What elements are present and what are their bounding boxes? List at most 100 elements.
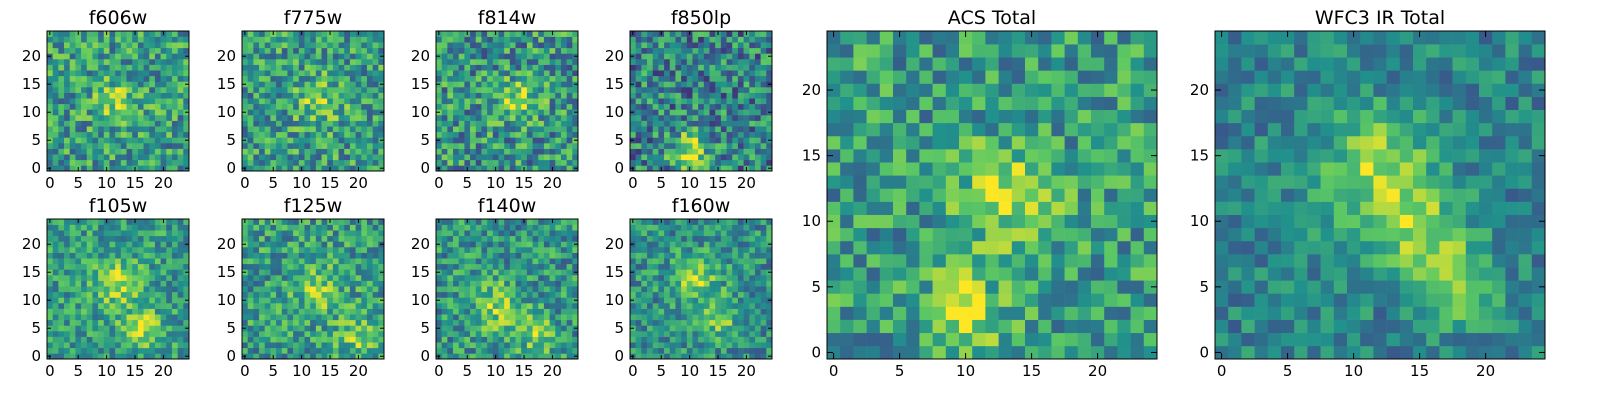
heatmap-cell (703, 87, 710, 93)
heatmap-cell (92, 314, 99, 321)
heatmap-cell (126, 42, 133, 49)
heatmap-cell (521, 103, 528, 110)
heatmap-cell (349, 230, 356, 237)
heatmap-cell (58, 219, 65, 225)
heatmap-cell (355, 291, 362, 298)
heatmap-cell (543, 286, 550, 293)
heatmap-cell (572, 103, 579, 110)
heatmap-cell (154, 353, 161, 360)
heatmap-cell (310, 230, 317, 237)
heatmap-cell (366, 252, 373, 259)
heatmap-cell (675, 347, 682, 354)
heatmap-cell (538, 241, 545, 248)
heatmap-cell (81, 87, 88, 93)
heatmap-cell (293, 297, 300, 304)
heatmap-cell (720, 131, 727, 138)
heatmap-cell (304, 159, 311, 166)
heatmap-cell (137, 342, 144, 349)
heatmap-cell (361, 347, 368, 354)
heatmap-cell (58, 235, 65, 242)
y-tick-label: 5 (31, 131, 41, 149)
heatmap-cell (538, 154, 545, 161)
heatmap-cell (149, 143, 156, 149)
heatmap-cell (177, 219, 184, 225)
heatmap-cell (703, 120, 710, 127)
heatmap-cell (766, 131, 773, 138)
heatmap-cell (652, 53, 659, 60)
heatmap-cell (344, 241, 351, 248)
heatmap-cell (86, 87, 93, 93)
heatmap-cell (526, 36, 533, 43)
heatmap-cell (183, 336, 190, 343)
heatmap-cell (310, 269, 317, 276)
heatmap-cell (555, 165, 562, 172)
heatmap-cell (58, 319, 65, 326)
heatmap-cell (692, 325, 699, 332)
heatmap-cell (743, 131, 750, 138)
heatmap-cell (715, 342, 722, 349)
heatmap-cell (538, 31, 545, 37)
heatmap-cell (315, 241, 322, 248)
heatmap-cell (498, 280, 505, 287)
y-tick-label: 10 (411, 291, 430, 309)
heatmap-cell (327, 308, 334, 315)
heatmap-cell (304, 47, 311, 54)
heatmap-cell (166, 159, 173, 166)
heatmap-cell (766, 286, 773, 293)
heatmap-cell (75, 159, 82, 166)
heatmap-cell (149, 336, 156, 343)
heatmap-cell (315, 148, 322, 155)
heatmap-cell (504, 103, 511, 110)
heatmap-cell (361, 219, 368, 225)
heatmap-cell (276, 131, 283, 138)
heatmap-cell (332, 98, 339, 105)
heatmap-cell (126, 115, 133, 121)
heatmap-cell (543, 115, 550, 121)
heatmap-cell (555, 98, 562, 105)
heatmap-cell (137, 92, 144, 99)
heatmap-cell (509, 235, 516, 242)
heatmap-cell (453, 126, 460, 133)
heatmap-cell (298, 159, 305, 166)
heatmap-cell (475, 109, 482, 116)
heatmap-cell (760, 92, 767, 99)
heatmap-cell (92, 92, 99, 99)
heatmap-cell (344, 87, 351, 93)
heatmap-cell (538, 148, 545, 155)
heatmap-cell (355, 92, 362, 99)
heatmap-cell (760, 297, 767, 304)
heatmap-cell (566, 275, 573, 281)
heatmap-cell (276, 109, 283, 116)
heatmap-cell (287, 241, 294, 248)
heatmap-cell (492, 325, 499, 332)
heatmap-cell (171, 347, 178, 354)
heatmap-cell (692, 314, 699, 321)
heatmap-cell (149, 120, 156, 127)
heatmap-cell (641, 159, 648, 166)
heatmap-cell (566, 98, 573, 105)
heatmap-cell (681, 70, 688, 77)
heatmap-cell (361, 252, 368, 259)
heatmap-cell (247, 120, 254, 127)
heatmap-cell (298, 36, 305, 43)
heatmap-cell (498, 314, 505, 321)
heatmap-cell (686, 325, 693, 332)
heatmap-cell (726, 286, 733, 293)
heatmap-cell (242, 120, 248, 127)
heatmap-cell (310, 70, 317, 77)
heatmap-cell (143, 219, 150, 225)
heatmap-cell (137, 219, 144, 225)
heatmap-cell (264, 53, 271, 60)
heatmap-cell (441, 75, 448, 82)
heatmap-cell (509, 336, 516, 343)
heatmap-cell (447, 126, 454, 133)
heatmap-cell (766, 275, 773, 281)
heatmap-cell (743, 109, 750, 116)
heatmap-cell (458, 120, 465, 127)
heatmap-cell (532, 92, 539, 99)
heatmap-cell (293, 286, 300, 293)
heatmap-cell (154, 308, 161, 315)
heatmap-cell (52, 31, 59, 37)
heatmap-cell (470, 148, 477, 155)
heatmap-cell (566, 87, 573, 93)
